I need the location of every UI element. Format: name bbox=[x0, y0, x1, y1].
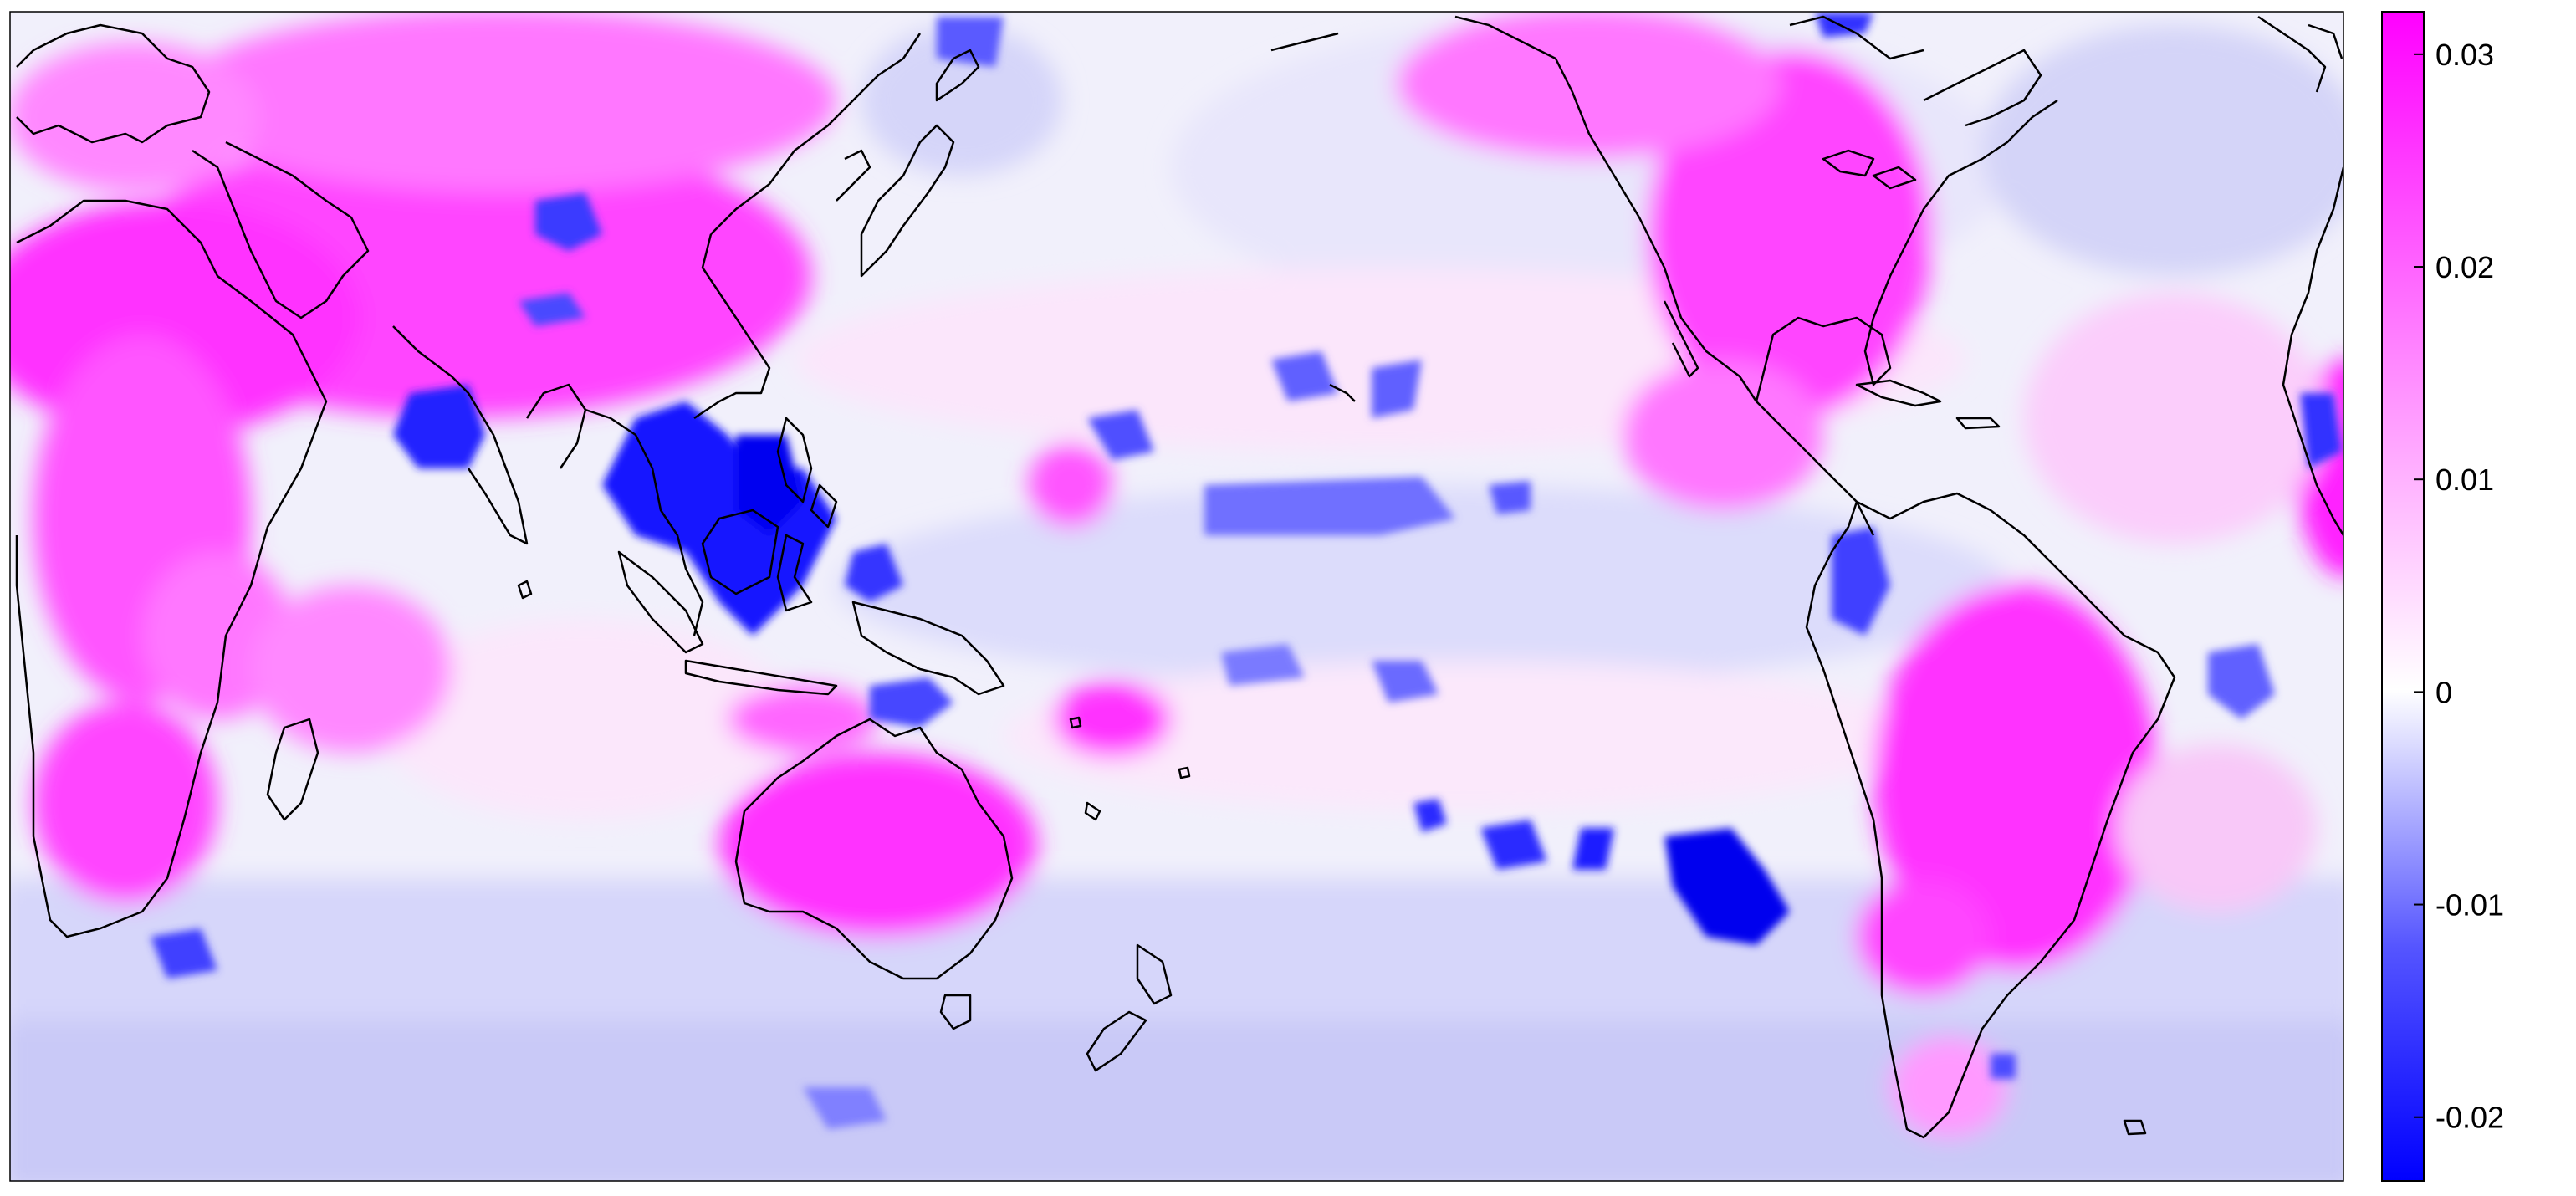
colorbar-ticks: 0.03 0.02 0.01 0 -0.01 -0.02 bbox=[2414, 38, 2504, 1135]
colorbar-tick-label: 0 bbox=[2435, 675, 2452, 709]
colorbar-gradient bbox=[2381, 11, 2425, 1182]
colorbar-tick-label: -0.02 bbox=[2435, 1101, 2504, 1135]
anomaly-field bbox=[10, 12, 2343, 1181]
map-frame bbox=[9, 11, 2344, 1182]
colorbar-tick-label: 0.02 bbox=[2435, 250, 2494, 284]
coastlines bbox=[15, 15, 2343, 1139]
colorbar-tick-label: 0.01 bbox=[2435, 463, 2494, 497]
map-panel bbox=[10, 12, 2343, 1181]
colorbar-tick-label: 0.03 bbox=[2435, 38, 2494, 72]
colorbar-tick-label: -0.01 bbox=[2435, 888, 2504, 923]
colorbar: 0.03 0.02 0.01 0 -0.01 -0.02 bbox=[2381, 11, 2504, 1182]
